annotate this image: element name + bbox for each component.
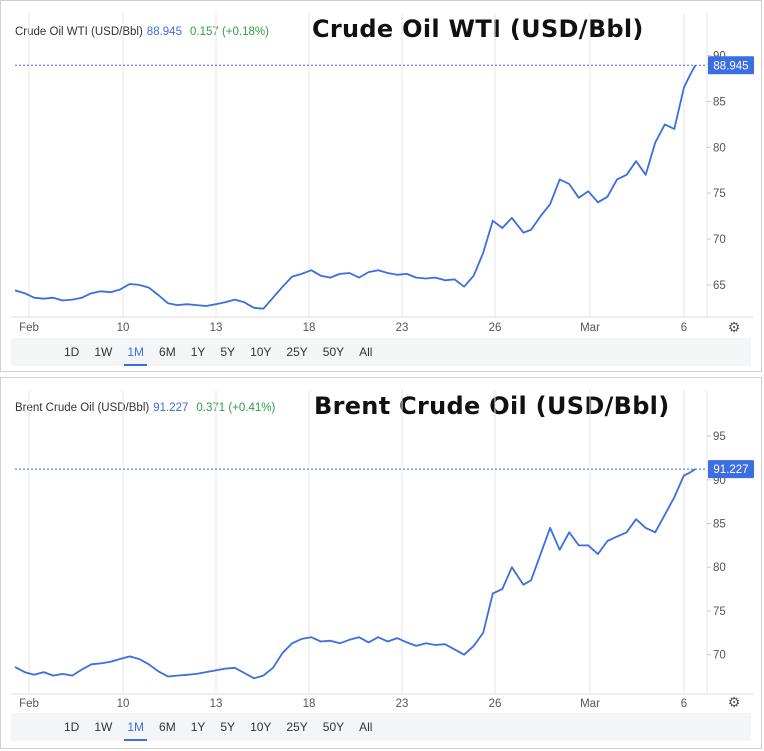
price-tag	[708, 460, 754, 479]
x-tick-label: 13	[210, 322, 223, 334]
timeframe-toolbar: 1D 1W 1M 6M 1Y 5Y 10Y 25Y 50Y All	[11, 338, 751, 366]
x-tick-label: 26	[489, 322, 502, 334]
x-tick-label: 6	[681, 322, 687, 334]
gear-icon[interactable]: ⚙	[727, 319, 741, 335]
x-tick-label: 18	[303, 698, 316, 710]
timeframe-6m[interactable]: 6M	[159, 720, 176, 734]
instrument-header: Crude Oil WTI (USD/Bbl) 88.945 0.157 (+0.1…	[15, 26, 269, 38]
timeframe-6m[interactable]: 6M	[159, 345, 176, 359]
chart-title: Crude Oil WTI (USD/Bbl)	[312, 15, 644, 43]
x-tick-label: 18	[303, 322, 316, 334]
x-tick-label: 23	[396, 698, 409, 710]
y-tick-label: 75	[713, 606, 726, 618]
wti-chart-panel: Crude Oil WTI (USD/Bbl) 88.945 0.157 (+0.1…	[0, 0, 762, 372]
x-tick-label: 10	[117, 698, 130, 710]
x-tick-label: 26	[489, 698, 502, 710]
x-tick-label: 6	[681, 698, 687, 710]
price-tag-label: 91.227	[713, 464, 748, 476]
timeframe-10y[interactable]: 10Y	[250, 720, 272, 734]
y-tick-label: 80	[713, 142, 726, 154]
instrument-price: 91.227	[153, 402, 189, 414]
timeframe-50y[interactable]: 50Y	[322, 345, 345, 359]
timeframe-toolbar: 1D 1W 1M 6M 1Y 5Y 10Y 25Y 50Y All	[11, 713, 751, 741]
chart-title: Brent Crude Oil (USD/Bbl)	[314, 392, 670, 420]
timeframe-1w[interactable]: 1W	[94, 345, 113, 359]
price-tag-label: 88.945	[713, 60, 748, 72]
y-tick-label: 65	[713, 280, 726, 292]
y-tick-label: 80	[713, 562, 726, 574]
brent-chart-panel: Brent Crude Oil (USD/Bbl) 91.227 0.371 (+0…	[0, 377, 762, 749]
instrument-name: Brent Crude Oil (USD/Bbl)	[15, 402, 150, 414]
x-tick-label: 23	[396, 322, 409, 334]
timeframe-1m[interactable]: 1M	[122, 716, 149, 741]
instrument-price: 88.945	[146, 26, 182, 38]
price-tag	[708, 56, 754, 75]
timeframe-1m[interactable]: 1M	[122, 341, 149, 366]
x-tick-label: Mar	[580, 322, 600, 334]
y-tick-label: 70	[713, 650, 726, 662]
instrument-change: 0.157 (+0.18%)	[189, 26, 269, 38]
timeframe-25y[interactable]: 25Y	[286, 345, 308, 359]
price-series-line	[14, 468, 696, 680]
timeframe-all[interactable]: All	[359, 720, 373, 734]
x-tick-label: Feb	[19, 322, 39, 334]
timeframe-50y[interactable]: 50Y	[322, 720, 345, 734]
timeframe-all[interactable]: All	[359, 345, 373, 359]
instrument-name: Crude Oil WTI (USD/Bbl)	[15, 26, 143, 38]
timeframe-1y[interactable]: 1Y	[190, 345, 206, 359]
timeframe-1w[interactable]: 1W	[94, 720, 113, 734]
y-tick-label: 95	[713, 431, 726, 443]
y-tick-label: 75	[713, 188, 726, 200]
timeframe-5y[interactable]: 5Y	[220, 345, 236, 359]
gear-icon[interactable]: ⚙	[727, 694, 741, 710]
timeframe-5y[interactable]: 5Y	[220, 720, 236, 734]
x-tick-label: 13	[210, 698, 223, 710]
x-tick-label: 10	[117, 322, 130, 334]
timeframe-25y[interactable]: 25Y	[286, 720, 308, 734]
timeframe-1d[interactable]: 1D	[64, 720, 80, 734]
y-tick-label: 70	[713, 234, 726, 246]
y-tick-label: 85	[713, 519, 726, 531]
timeframe-1y[interactable]: 1Y	[190, 720, 206, 734]
y-tick-label: 85	[713, 96, 726, 108]
timeframe-10y[interactable]: 10Y	[250, 345, 272, 359]
wti-line-chart: 657075808590Feb1013182326Mar688.945	[11, 13, 754, 334]
price-series-line	[14, 64, 697, 310]
timeframe-1d[interactable]: 1D	[64, 345, 80, 359]
x-tick-label: Mar	[580, 698, 600, 710]
x-tick-label: Feb	[19, 698, 39, 710]
